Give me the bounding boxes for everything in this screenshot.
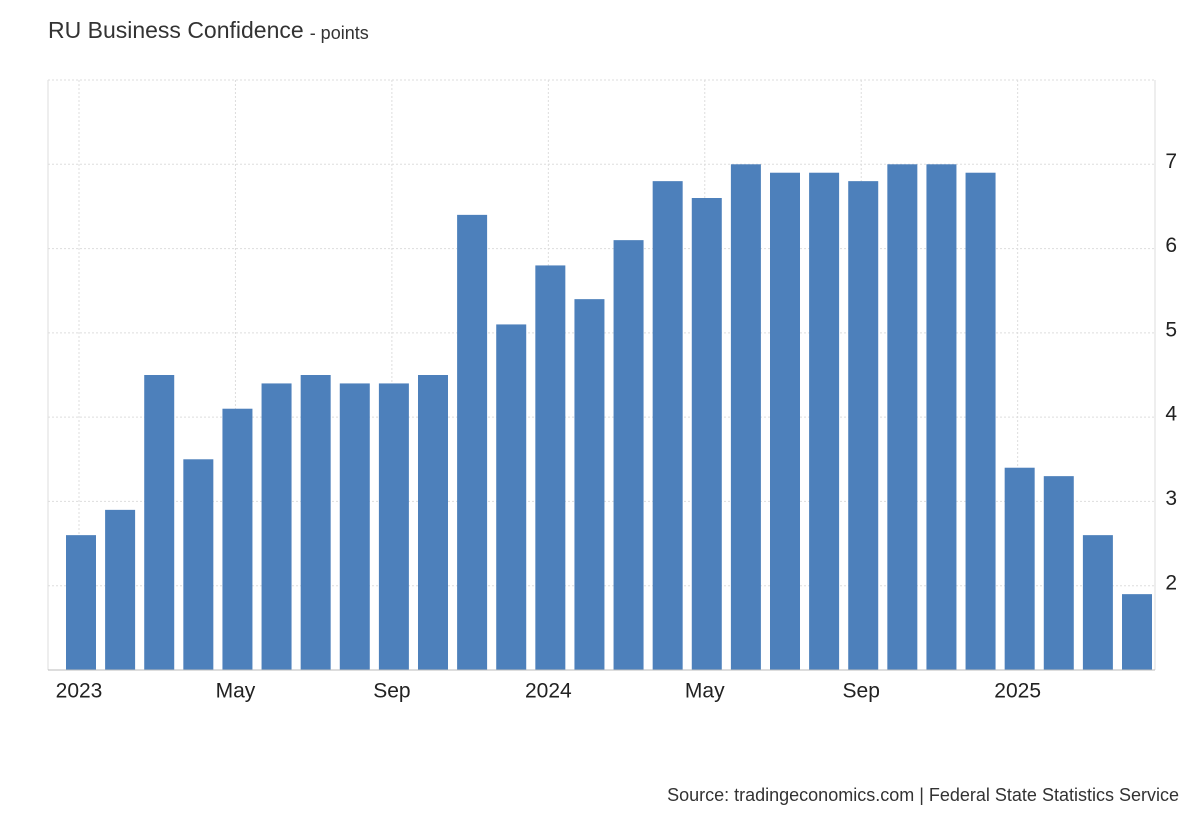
bar xyxy=(1082,535,1113,670)
x-tick-label: Sep xyxy=(373,680,410,703)
bar xyxy=(457,214,488,670)
x-tick-label: 2024 xyxy=(525,680,572,703)
bar xyxy=(1043,476,1074,670)
bar xyxy=(535,265,566,670)
bar xyxy=(965,172,996,670)
bar xyxy=(496,324,527,670)
y-tick-label: 7 xyxy=(1165,150,1177,173)
x-tick-label: Sep xyxy=(843,680,880,703)
bar xyxy=(339,383,370,670)
bar xyxy=(770,172,800,670)
bar xyxy=(730,164,761,671)
bar xyxy=(300,375,331,670)
bar xyxy=(183,459,214,670)
bar xyxy=(574,299,605,670)
bar xyxy=(105,509,136,670)
y-tick-label: 6 xyxy=(1165,234,1177,257)
chart-subtitle: - points xyxy=(310,23,369,43)
x-tick-label: May xyxy=(216,680,256,703)
bar xyxy=(222,408,253,670)
bar xyxy=(418,375,448,670)
bar xyxy=(613,240,644,670)
y-tick-label: 5 xyxy=(1165,318,1177,341)
y-tick-label: 2 xyxy=(1165,571,1177,594)
bar xyxy=(144,375,175,670)
bar xyxy=(261,383,292,670)
source: Source: tradingeconomics.com | Federal S… xyxy=(667,785,1179,805)
bar xyxy=(809,172,840,670)
x-tick-label: 2023 xyxy=(56,680,103,703)
x-tick-label: May xyxy=(685,680,725,703)
bar xyxy=(848,181,879,670)
x-tick-label: 2025 xyxy=(994,680,1041,703)
chart-title: RU Business Confidence xyxy=(48,17,304,43)
bar xyxy=(926,164,957,671)
bar xyxy=(887,164,918,671)
bar xyxy=(691,198,722,670)
y-tick-label: 3 xyxy=(1165,487,1177,510)
y-tick-label: 4 xyxy=(1165,403,1177,426)
bar xyxy=(378,383,409,670)
bar xyxy=(1004,467,1035,670)
bar xyxy=(66,535,96,670)
bar xyxy=(1122,594,1152,670)
bar xyxy=(652,181,683,670)
